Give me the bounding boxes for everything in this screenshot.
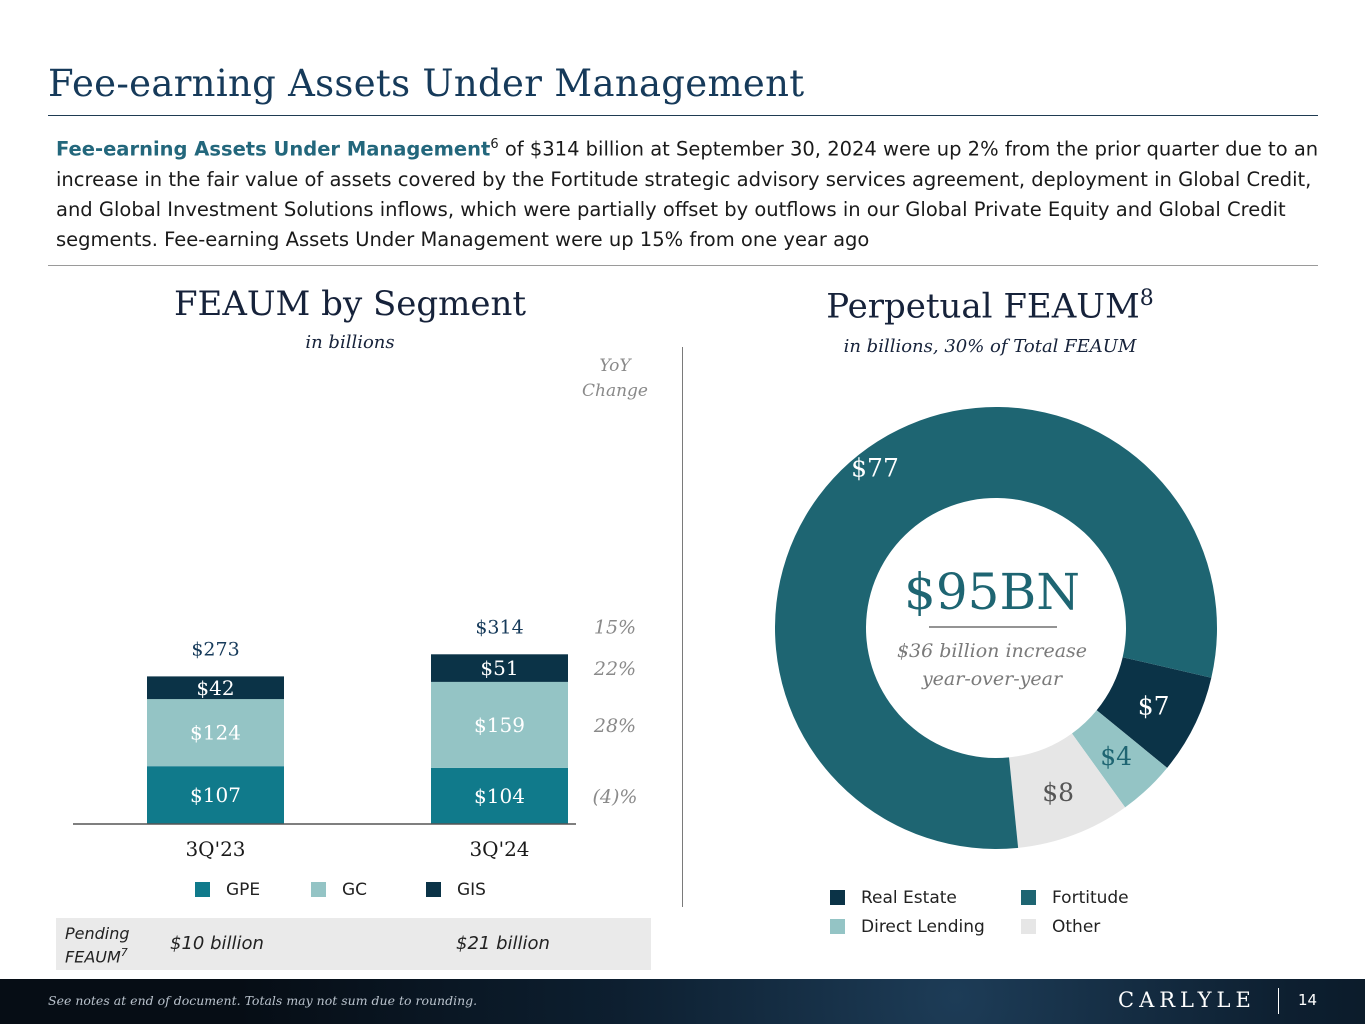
- title-divider: [48, 115, 1318, 116]
- legend-gpe: GPE: [195, 880, 260, 900]
- segment-chart-title: FEAUM by Segment: [173, 284, 527, 324]
- perpetual-chart-subtitle: in billions, 30% of Total FEAUM: [843, 336, 1137, 357]
- bar-label-gis-0: $42: [196, 676, 234, 700]
- footer-separator: [1278, 988, 1279, 1014]
- footer-bar: See notes at end of document. Totals may…: [0, 979, 1365, 1024]
- legend-gc-swatch: [311, 882, 326, 897]
- x-tick-label-1: 3Q'24: [469, 837, 529, 861]
- footnote-6: 6: [490, 137, 499, 152]
- legend-gpe-swatch: [195, 882, 210, 897]
- page-title: Fee-earning Assets Under Management: [48, 62, 805, 105]
- donut-slice-other: [1009, 733, 1126, 848]
- yoy-header-line1: YoY: [599, 356, 632, 376]
- page-number: 14: [1298, 991, 1318, 1009]
- legend-gis: GIS: [426, 880, 486, 900]
- legend-real-estate-swatch: [830, 890, 845, 905]
- legend-direct-lending: Direct Lending: [830, 917, 985, 937]
- legend-gc: GC: [311, 880, 367, 900]
- footnote-8: 8: [1139, 286, 1154, 311]
- pending-feaum-label: Pending FEAUM7: [65, 924, 130, 966]
- bar-gc-1: [431, 681, 568, 768]
- footer-note: See notes at end of document. Totals may…: [48, 993, 478, 1008]
- legend-direct-lending-swatch: [830, 919, 845, 934]
- perpetual-donut-chart: $7$4 $8 $77 $95BN $36 billion increase yea…: [775, 407, 1218, 850]
- yoy-gis: 22%: [593, 658, 636, 680]
- bar-total-1: $314: [475, 616, 523, 638]
- donut-slice-direct-lending: [1071, 710, 1168, 808]
- bar-gis-1: [431, 654, 568, 682]
- bar-gpe-0: [147, 766, 284, 824]
- pending-value-3q23: $10 billion: [170, 933, 264, 954]
- legend-gis-swatch: [426, 882, 441, 897]
- perpetual-chart-title-wrap: Perpetual FEAUM8: [790, 286, 1190, 326]
- yoy-gc: 28%: [593, 715, 636, 737]
- bar-label-gc-1: $159: [474, 713, 525, 737]
- legend-other: Other: [1021, 917, 1100, 937]
- bar-gc-0: [147, 699, 284, 767]
- bar-label-gc-0: $124: [190, 721, 241, 745]
- legend-fortitude-label: Fortitude: [1052, 888, 1129, 908]
- legend-fortitude: Fortitude: [1021, 888, 1129, 908]
- intro-divider: [48, 265, 1318, 266]
- legend-gis-label: GIS: [457, 880, 486, 900]
- pending-label-line1: Pending: [65, 924, 130, 943]
- bar-label-gis-1: $51: [480, 656, 518, 680]
- legend-direct-lending-label: Direct Lending: [861, 917, 985, 937]
- donut-center-line1: $36 billion increase: [897, 640, 1087, 662]
- bar-total-0: $273: [191, 638, 239, 660]
- yoy-gpe: (4)%: [593, 786, 638, 808]
- perpetual-chart-title: Perpetual FEAUM: [826, 286, 1140, 327]
- bar-gpe-1: [431, 767, 568, 824]
- section-divider: [682, 347, 683, 907]
- donut-center-value: $95BN: [904, 563, 1080, 621]
- donut-center-line2: year-over-year: [921, 668, 1064, 690]
- legend-real-estate: Real Estate: [830, 888, 957, 908]
- legend-other-swatch: [1021, 919, 1036, 934]
- intro-paragraph: Fee-earning Assets Under Management6 of …: [56, 130, 1326, 255]
- x-tick-label-0: 3Q'23: [185, 837, 245, 861]
- segment-bar-chart: YoY Change $107 $124 $42 $273 3Q'23 $104 $159 $…: [73, 356, 648, 861]
- pending-label-line2: FEAUM: [65, 947, 121, 967]
- bar-label-gpe-1: $104: [474, 784, 525, 808]
- yoy-header-line2: Change: [582, 381, 648, 401]
- pending-value-3q24: $21 billion: [456, 933, 550, 954]
- legend-gpe-label: GPE: [226, 880, 261, 900]
- pending-feaum-row: Pending FEAUM7 $10 billion $21 billion: [56, 918, 651, 970]
- intro-highlight: Fee-earning Assets Under Management: [56, 137, 491, 161]
- carlyle-logo: CARLYLE: [1118, 988, 1256, 1012]
- legend-gc-label: GC: [342, 880, 368, 900]
- legend-fortitude-swatch: [1021, 890, 1036, 905]
- donut-label-direct-lending: $4: [1100, 742, 1132, 771]
- segment-chart-subtitle: in billions: [305, 332, 395, 353]
- legend-other-label: Other: [1052, 917, 1101, 937]
- legend-real-estate-label: Real Estate: [861, 888, 957, 908]
- donut-slice-real-estate: [1096, 657, 1212, 768]
- donut-label-other: $8: [1042, 778, 1074, 807]
- donut-label-fortitude: $77: [851, 454, 899, 483]
- bar-label-gpe-0: $107: [190, 783, 241, 807]
- footnote-7: 7: [120, 946, 128, 959]
- donut-label-real-estate: $7: [1138, 691, 1170, 720]
- donut-slice-fortitude: [775, 407, 1218, 850]
- yoy-total: 15%: [594, 616, 636, 638]
- bar-gis-0: [147, 676, 284, 700]
- intro-text: of $314 billion at September 30, 2024 we…: [56, 137, 1319, 251]
